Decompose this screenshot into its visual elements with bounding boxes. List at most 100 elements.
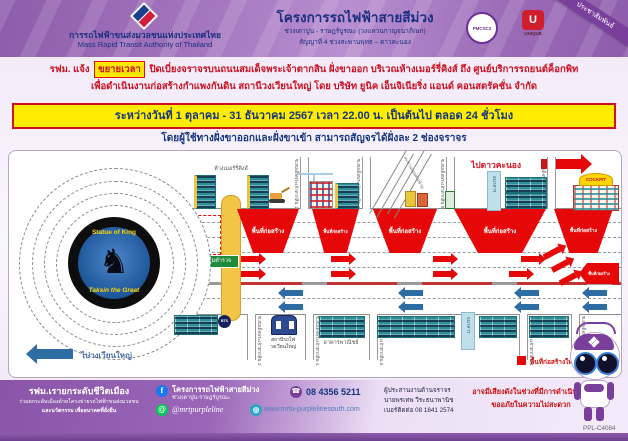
statue-text-bottom: Taksin the Great <box>88 287 140 294</box>
shophouse-building <box>309 181 333 209</box>
inbound-arrow-icon <box>398 300 423 313</box>
shophouse-row <box>505 177 547 193</box>
lane-line <box>137 237 621 238</box>
facebook-icon[interactable]: f <box>156 385 168 397</box>
excavator-arm <box>281 186 290 194</box>
crane-icon <box>297 173 333 175</box>
soi-label: ซ.สมเด็จพระเจ้าตากสิน 2 <box>257 316 262 366</box>
outbound-arrow-icon <box>241 267 266 280</box>
footer-slogan: รฟม.เรายกระดับชีวิตเมือง <box>28 386 130 396</box>
soi-road <box>247 314 256 360</box>
lane-line <box>137 267 621 268</box>
inbound-arrow-icon <box>278 300 303 313</box>
soi-label: ซ.สมเด็จพระเจ้าตากสิน 5 <box>440 159 445 209</box>
to-daokanong-arrow-icon <box>541 159 581 169</box>
soi-label: ซ.สมเด็จพระเจ้าตากสิน 8 <box>529 316 534 366</box>
lanes-note: โดยผู้ใช้ทางฝั่งขาออกและฝั่งขาเข้า สามาร… <box>161 133 467 144</box>
mascot-arm-right <box>607 382 614 400</box>
excavator-icon <box>270 193 282 199</box>
market-stall-icon <box>417 193 428 207</box>
soi-road <box>519 314 528 360</box>
shophouse-row <box>319 316 365 338</box>
agency-name-th: การรถไฟฟ้าขนส่งมวลชนแห่งประเทศไทย <box>69 30 221 40</box>
mrta-mascot <box>562 322 626 432</box>
project-sub1: ช่วงเตาปูน - ราษฎร์บูรณะ (วงแหวนกาญจนาภิ… <box>284 28 426 35</box>
traffic-contact-name: นายพรเทพ วีระธนาพานิช <box>384 397 454 404</box>
globe-icon[interactable]: ⊕ <box>250 404 262 416</box>
project-title: โครงการรถไฟฟ้าสายสีม่วง <box>276 10 434 25</box>
footer-bottom-strip <box>0 433 628 441</box>
soi-label: ซ.สมเด็จพระเจ้าตากสิน 1 <box>294 159 299 209</box>
crane-mast <box>313 173 315 187</box>
station-label: สถานีรถไฟ <box>270 337 296 343</box>
lane-line <box>137 298 621 299</box>
soi-label: ซ.สมเด็จพระเจ้าตากสิน 4 <box>315 316 320 366</box>
soi-road <box>300 157 309 209</box>
project-sub2: สัญญาที่ 4 ช่วงสะพานพุทธ – ดาวคะนอง <box>299 39 411 46</box>
facebook-page-name[interactable]: โครงการรถไฟฟ้าสายสีม่วง <box>172 385 260 394</box>
train-station-icon <box>271 315 297 335</box>
footer-tagline2: และนวัตกรรม เพื่ออนาคตที่ยั่งยืน <box>41 408 117 414</box>
bts-logo-icon: BTS <box>218 315 231 328</box>
cockpit-building <box>573 185 619 211</box>
pmcsc-logo-icon: PMCSC2 <box>466 12 498 44</box>
mascot-eye-shine <box>580 356 585 361</box>
phone-number[interactable]: 08 4356 5211 <box>306 387 361 397</box>
shophouse-row <box>174 315 218 335</box>
announcement-line1: รฟม. แจ้ง ขยายเวลา ปิดเบี่ยงจราจรบนถนนสม… <box>0 61 628 78</box>
website-url[interactable]: www.mrta-purplelinesouth.com <box>264 406 360 413</box>
highlight-extend-time: ขยายเวลา <box>94 61 145 78</box>
line-app-icon[interactable]: @ <box>156 404 168 416</box>
line-id[interactable]: @mrtpurpleline <box>172 405 224 414</box>
traffic-contact-phone[interactable]: เบอร์ติดต่อ 08 1841 2574 <box>384 407 454 414</box>
statue-emblem: Statue of King ♞ Taksin the Great <box>68 217 160 309</box>
roundabout-ring <box>44 193 186 335</box>
excavator-track <box>269 199 285 203</box>
roundabout-ring <box>32 181 198 347</box>
footer-tagline1: ร่วมยกระดับเมืองด้วยโครงข่ายรถไฟฟ้าขนส่ง… <box>19 399 139 405</box>
statue-text-top: Statue of King <box>91 229 137 236</box>
bank-building: ธนาคาร <box>461 312 475 350</box>
mascot-leg-left <box>584 407 592 421</box>
outbound-arrow-icon <box>331 267 356 280</box>
outbound-arrow-icon <box>433 252 458 265</box>
agency-name-en: Mass Rapid Transit Authority of Thailand <box>77 40 213 49</box>
soi-road <box>446 157 455 209</box>
outbound-arrow-icon <box>521 252 546 265</box>
soi-road <box>547 157 556 209</box>
to-wongwianyai-label: ไปวงเวียนใหญ่ <box>81 351 132 360</box>
period-banner: ระหว่างวันที่ 1 ตุลาคม - 31 ธันวาคม 2567… <box>12 103 616 129</box>
inbound-arrow-icon <box>514 300 539 313</box>
unique-logo-icon: U UNIQUE <box>520 10 546 36</box>
roundabout-ring <box>56 205 174 323</box>
outbound-arrow-icon <box>433 267 458 280</box>
mrta-logo-icon <box>129 1 159 31</box>
construction-zone-merge: พื้นที่ก่อสร้าง <box>579 263 619 284</box>
traffic-contact-title: ผู้ประสานงานด้านจราจร <box>384 387 451 394</box>
phone-icon[interactable]: ☎ <box>290 386 302 398</box>
inbound-arrow-icon <box>582 286 607 299</box>
soi-road <box>305 314 314 360</box>
signal-box-icon <box>445 191 455 209</box>
facebook-page-sub: ช่วงเตาปูน-ราษฎร์บูรณะ <box>172 395 230 401</box>
inbound-arrow-icon <box>398 286 423 299</box>
legend-swatch <box>517 356 526 365</box>
shophouse-row <box>529 316 569 338</box>
mascot-eye-right <box>596 352 619 375</box>
inbound-arrow-icon <box>582 300 607 313</box>
lane-line <box>137 252 621 253</box>
shophouse-building <box>335 183 359 209</box>
station-label: วงเวียนใหญ่ <box>269 344 297 350</box>
inbound-arrow-icon <box>514 286 539 299</box>
legend-label: พื้นที่ก่อสร้างใหม่ <box>530 359 577 366</box>
median-line <box>137 282 621 285</box>
soi-road <box>362 157 371 209</box>
cockpit-sign: COCKPIT <box>579 173 613 186</box>
mascot-eye-left <box>574 352 597 375</box>
shophouse-row <box>377 316 455 338</box>
announcement-line2: เพื่อดำเนินงานก่อสร้างกำแพงกันดิน สถานีว… <box>90 81 538 92</box>
commercial-label: อาคารพาณิชย์ <box>323 340 359 346</box>
footer-band <box>0 380 628 433</box>
market-stall-icon <box>405 191 416 207</box>
mascot-eye-shine <box>602 356 607 361</box>
